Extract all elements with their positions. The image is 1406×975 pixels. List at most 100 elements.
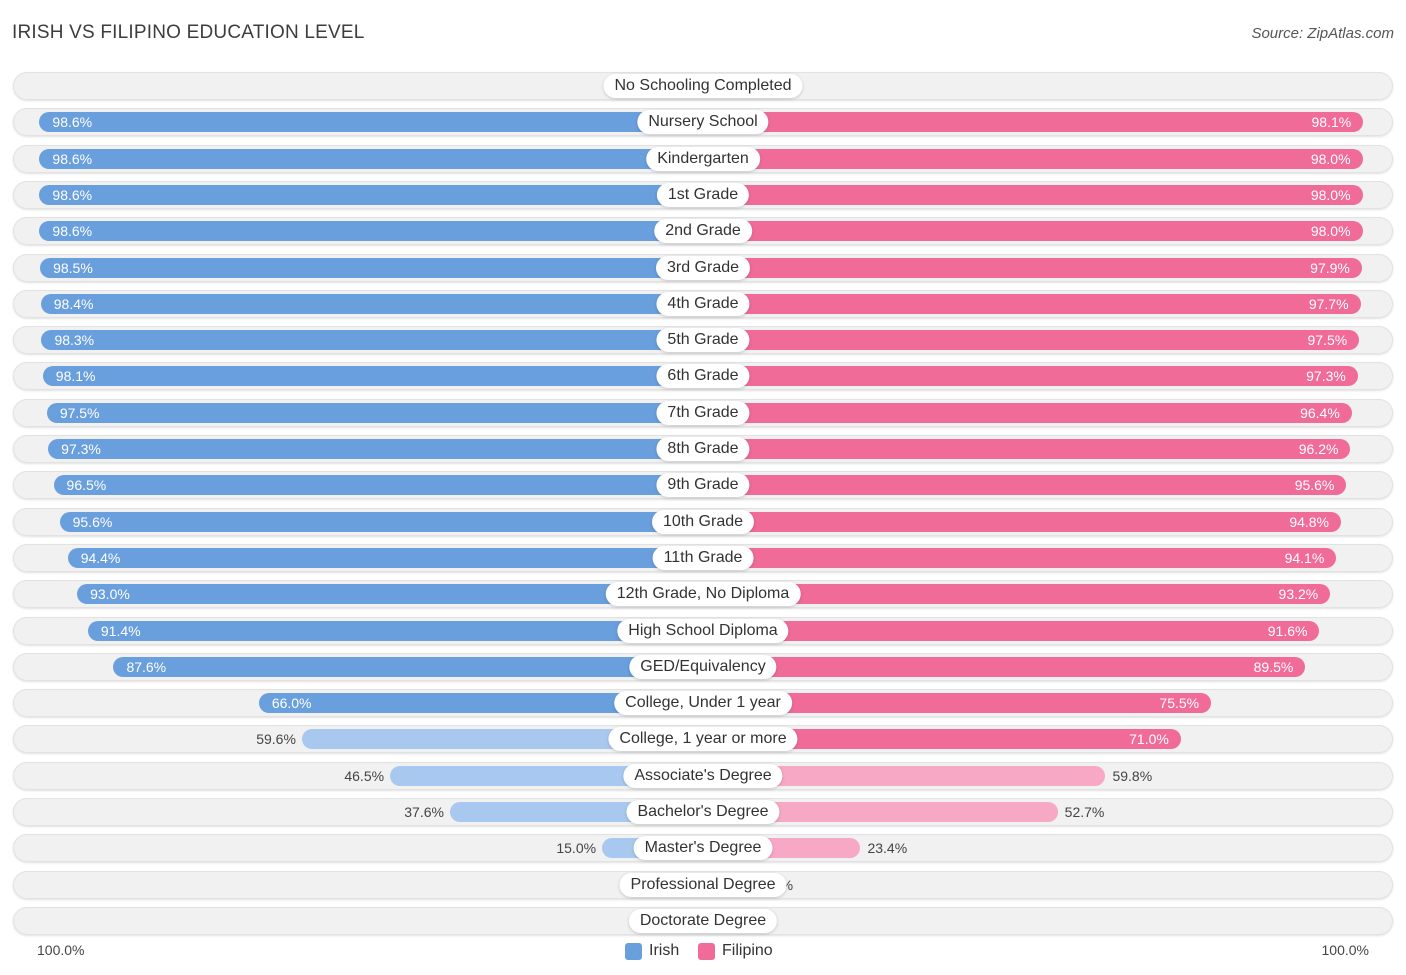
value-label-irish-6th-grade: 98.1% xyxy=(55,368,96,385)
bar-filipino-8th-grade[interactable] xyxy=(703,439,1351,459)
category-label-9th-grade: 9th Grade xyxy=(656,473,750,498)
bar-irish-5th-grade[interactable] xyxy=(41,330,703,351)
bar-irish-4th-grade[interactable] xyxy=(40,293,703,314)
category-label-11th-grade: 11th Grade xyxy=(652,545,754,570)
bar-filipino-kindergarten[interactable] xyxy=(703,148,1363,169)
category-label-bachelor-s-degree: Bachelor's Degree xyxy=(626,800,780,824)
value-label-irish-kindergarten: 98.6% xyxy=(52,150,93,167)
bar-irish-college-1-year-or-more[interactable] xyxy=(301,729,703,750)
category-label-5th-grade: 5th Grade xyxy=(656,328,750,353)
axis-right-label: 100.0% xyxy=(1321,942,1369,958)
bar-irish-college-under-1-year[interactable] xyxy=(258,693,703,714)
bar-filipino-college-1-year-or-more[interactable] xyxy=(703,729,1181,750)
value-label-irish-5th-grade: 98.3% xyxy=(54,332,95,349)
category-label-10th-grade: 10th Grade xyxy=(651,509,755,534)
bar-filipino-1st-grade[interactable] xyxy=(703,184,1363,205)
value-label-irish-bachelor-s-degree: 37.6% xyxy=(404,804,444,820)
bar-filipino-6th-grade[interactable] xyxy=(703,366,1358,387)
bar-filipino-3rd-grade[interactable] xyxy=(703,257,1362,278)
category-label-4th-grade: 4th Grade xyxy=(656,291,750,316)
chart-title: IRISH VS FILIPINO EDUCATION LEVEL xyxy=(12,22,365,43)
bar-filipino-5th-grade[interactable] xyxy=(703,330,1360,351)
category-label-6th-grade: 6th Grade xyxy=(656,364,750,389)
bar-irish-6th-grade[interactable] xyxy=(42,366,703,387)
value-label-irish-ged-equivalency: 87.6% xyxy=(126,658,167,675)
category-label-no-schooling-completed: No Schooling Completed xyxy=(603,74,803,98)
value-label-irish-9th-grade: 96.5% xyxy=(66,477,107,494)
value-label-irish-7th-grade: 97.5% xyxy=(59,404,100,421)
value-label-irish-college-1-year-or-more: 59.6% xyxy=(256,731,296,748)
value-label-irish-1st-grade: 98.6% xyxy=(52,186,93,203)
category-label-kindergarten: Kindergarten xyxy=(646,146,760,171)
bar-irish-12th-grade-no-diploma[interactable] xyxy=(77,584,703,605)
bar-filipino-2nd-grade[interactable] xyxy=(703,221,1363,242)
value-label-filipino-2nd-grade: 98.0% xyxy=(1310,223,1351,240)
bar-filipino-nursery-school[interactable] xyxy=(703,112,1364,133)
bar-irish-10th-grade[interactable] xyxy=(59,511,703,532)
bar-filipino-10th-grade[interactable] xyxy=(703,511,1341,532)
value-label-filipino-kindergarten: 98.0% xyxy=(1310,150,1351,167)
bar-irish-7th-grade[interactable] xyxy=(46,402,703,423)
bar-filipino-ged-equivalency[interactable] xyxy=(703,656,1306,677)
category-label-associate-s-degree: Associate's Degree xyxy=(623,763,783,788)
value-label-irish-2nd-grade: 98.6% xyxy=(52,223,93,240)
category-label-professional-degree: Professional Degree xyxy=(619,872,787,897)
bar-irish-3rd-grade[interactable] xyxy=(40,257,703,278)
bar-irish-2nd-grade[interactable] xyxy=(39,221,703,242)
category-label-college-1-year-or-more: College, 1 year or more xyxy=(608,727,798,752)
value-label-filipino-7th-grade: 96.4% xyxy=(1300,404,1340,421)
bar-irish-8th-grade[interactable] xyxy=(48,439,703,459)
bar-irish-ged-equivalency[interactable] xyxy=(113,656,703,677)
value-label-irish-associate-s-degree: 46.5% xyxy=(344,767,385,784)
category-label-7th-grade: 7th Grade xyxy=(656,400,750,425)
value-label-irish-3rd-grade: 98.5% xyxy=(53,259,93,276)
bar-filipino-9th-grade[interactable] xyxy=(703,475,1347,496)
bar-filipino-7th-grade[interactable] xyxy=(703,402,1352,423)
value-label-irish-12th-grade-no-diploma: 93.0% xyxy=(90,586,130,603)
value-label-irish-nursery-school: 98.6% xyxy=(52,114,93,131)
category-label-1st-grade: 1st Grade xyxy=(656,182,750,207)
category-label-high-school-diploma: High School Diploma xyxy=(617,618,789,643)
value-label-filipino-12th-grade-no-diploma: 93.2% xyxy=(1278,586,1319,603)
legend-label-filipino: Filipino xyxy=(722,942,773,959)
value-label-irish-master-s-degree: 15.0% xyxy=(556,840,597,857)
bar-irish-kindergarten[interactable] xyxy=(39,148,703,169)
value-label-filipino-master-s-degree: 23.4% xyxy=(867,840,908,857)
value-label-filipino-nursery-school: 98.1% xyxy=(1311,114,1352,131)
category-label-master-s-degree: Master's Degree xyxy=(633,836,773,861)
category-label-12th-grade-no-diploma: 12th Grade, No Diploma xyxy=(605,582,801,607)
value-label-filipino-11th-grade: 94.1% xyxy=(1284,549,1325,566)
value-label-filipino-college-1-year-or-more: 71.0% xyxy=(1129,731,1169,748)
bar-filipino-11th-grade[interactable] xyxy=(703,547,1337,568)
bar-filipino-college-under-1-year[interactable] xyxy=(703,693,1212,714)
legend-item-irish[interactable]: Irish xyxy=(625,940,679,962)
value-label-filipino-6th-grade: 97.3% xyxy=(1306,368,1346,385)
value-label-irish-10th-grade: 95.6% xyxy=(72,513,113,530)
value-label-irish-high-school-diploma: 91.4% xyxy=(100,622,141,639)
source-label: Source: ZipAtlas.com xyxy=(1251,25,1394,42)
value-label-filipino-3rd-grade: 97.9% xyxy=(1310,259,1350,276)
legend-item-filipino[interactable]: Filipino xyxy=(698,940,773,962)
bar-filipino-high-school-diploma[interactable] xyxy=(703,620,1320,641)
bar-irish-high-school-diploma[interactable] xyxy=(87,620,703,641)
value-label-filipino-high-school-diploma: 91.6% xyxy=(1267,622,1308,639)
legend: Irish Filipino xyxy=(0,940,1406,962)
value-label-filipino-10th-grade: 94.8% xyxy=(1289,513,1330,530)
bar-irish-1st-grade[interactable] xyxy=(39,184,703,205)
bar-irish-9th-grade[interactable] xyxy=(53,475,703,496)
bar-irish-nursery-school[interactable] xyxy=(39,112,703,133)
bar-filipino-12th-grade-no-diploma[interactable] xyxy=(703,584,1331,605)
legend-swatch-irish xyxy=(625,942,642,960)
value-label-filipino-associate-s-degree: 59.8% xyxy=(1112,767,1153,784)
category-label-8th-grade: 8th Grade xyxy=(656,437,750,461)
bar-filipino-4th-grade[interactable] xyxy=(703,293,1361,314)
legend-swatch-filipino xyxy=(698,942,715,960)
value-label-filipino-5th-grade: 97.5% xyxy=(1307,332,1348,349)
value-label-filipino-bachelor-s-degree: 52.7% xyxy=(1064,804,1105,820)
bar-irish-11th-grade[interactable] xyxy=(67,547,703,568)
value-label-filipino-college-under-1-year: 75.5% xyxy=(1159,695,1200,712)
category-label-ged-equivalency: GED/Equivalency xyxy=(629,654,777,679)
bar-filipino-bachelor-s-degree[interactable] xyxy=(703,802,1058,822)
axis-left-label: 100.0% xyxy=(37,942,85,958)
bar-filipino-associate-s-degree[interactable] xyxy=(703,765,1106,786)
